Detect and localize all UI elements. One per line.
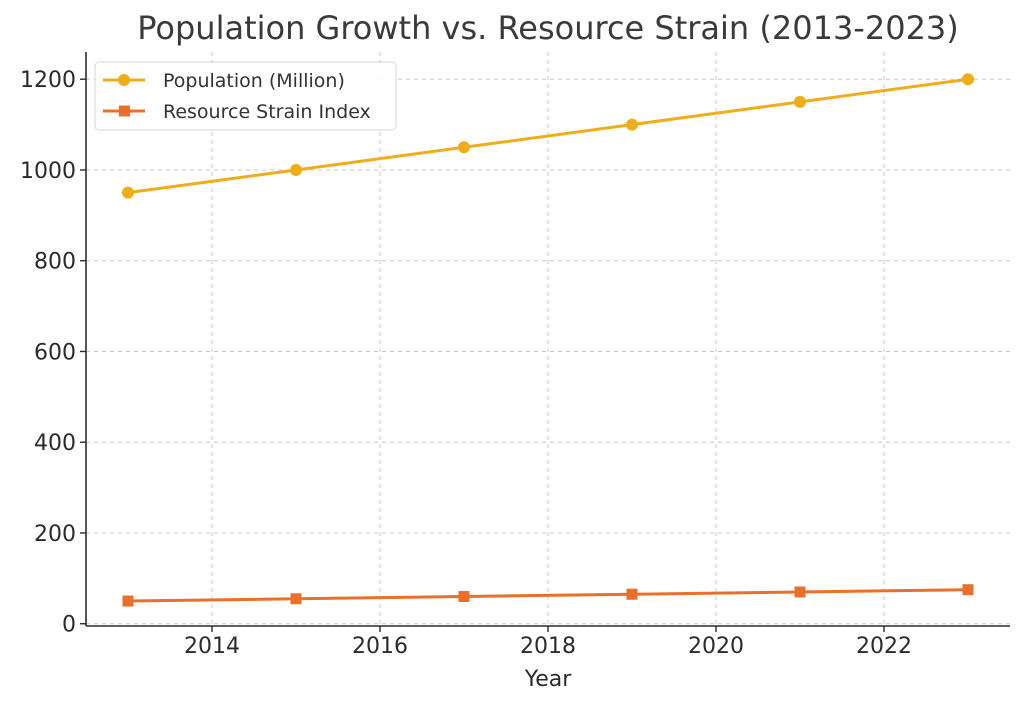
series-line: [127, 588, 969, 603]
data-point: [122, 186, 134, 199]
y-tick-label: 600: [34, 340, 76, 365]
y-tick-label: 1200: [20, 68, 76, 93]
y-tick-label: 200: [34, 522, 76, 547]
legend-marker: [119, 105, 130, 117]
y-tick-label: 400: [34, 431, 76, 456]
data-point: [962, 584, 974, 596]
y-tick-label: 1000: [20, 159, 76, 184]
y-tick-label: 0: [62, 613, 76, 638]
legend-item: Resource Strain Index: [103, 101, 371, 123]
legend-item: Population (Million): [103, 70, 345, 92]
y-tick-label: 800: [34, 250, 76, 275]
legend-box: [94, 61, 397, 131]
legend-marker: [118, 74, 130, 86]
x-tick-label: 2020: [688, 634, 744, 659]
x-tick-label: 2022: [856, 634, 912, 659]
series-layer: [122, 73, 974, 607]
data-point: [290, 593, 302, 605]
x-tick-label: 2014: [184, 634, 240, 659]
data-point: [626, 588, 638, 600]
legend-label: Resource Strain Index: [163, 101, 371, 123]
x-axis-label: Year: [524, 667, 573, 692]
data-point: [458, 591, 470, 603]
legend: Population (Million) Resource Strain Inde…: [94, 61, 397, 131]
data-point: [458, 141, 470, 154]
data-point: [626, 118, 638, 131]
grid: [86, 52, 1010, 626]
chart-title: Population Growth vs. Resource Strain (2…: [137, 9, 959, 47]
data-point: [962, 73, 974, 86]
series-line: [127, 77, 969, 195]
data-point: [122, 595, 134, 607]
x-tick-label: 2016: [352, 634, 408, 659]
data-point: [794, 586, 806, 598]
data-point: [794, 95, 806, 108]
axes: 0 200 400 600 800 1000 1200 2014 2016 2018 2020 202…: [20, 52, 1010, 659]
legend-label: Population (Million): [163, 70, 345, 92]
series-0: [122, 73, 974, 199]
x-tick-label: 2018: [520, 634, 576, 659]
series-1: [122, 584, 974, 607]
data-point: [290, 163, 302, 176]
